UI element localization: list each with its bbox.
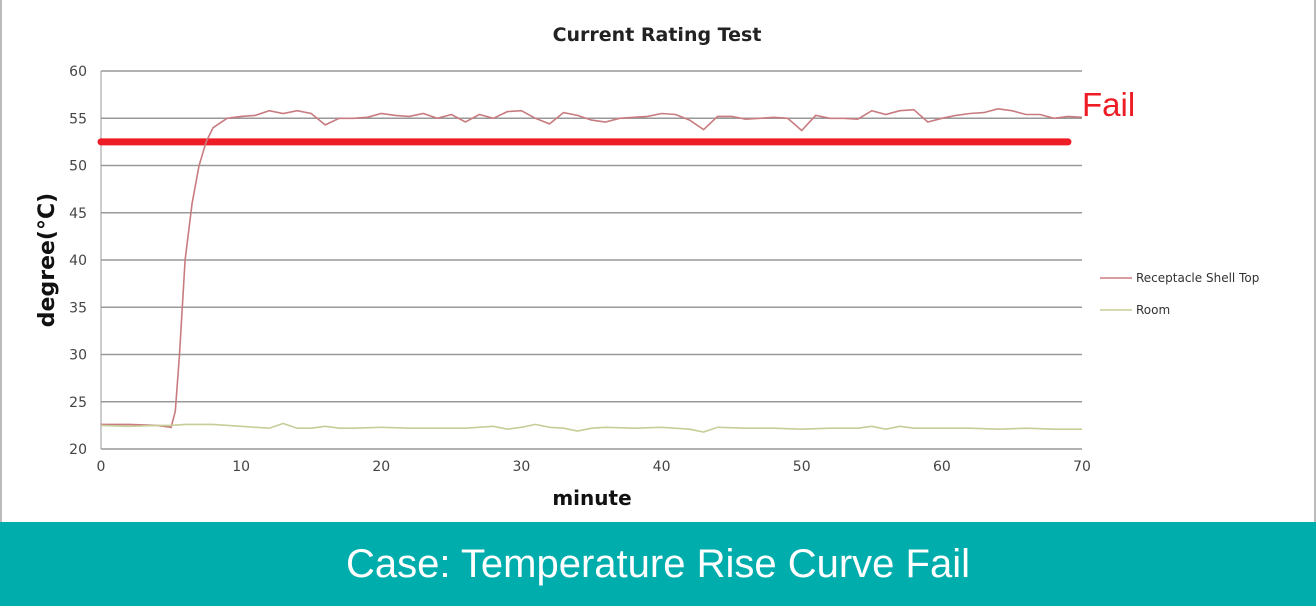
x-tick-label: 20 (372, 459, 390, 475)
y-tick-label: 50 (69, 159, 87, 175)
fail-label: Fail (1082, 86, 1135, 123)
y-tick-label: 30 (69, 348, 87, 364)
y-tick-label: 40 (69, 253, 87, 269)
series-line-room (100, 422, 1082, 433)
x-tick-label: 60 (933, 459, 951, 475)
y-tick-label: 55 (69, 111, 87, 127)
legend-label: Room (1136, 303, 1170, 317)
legend-label: Receptacle Shell Top (1136, 271, 1259, 285)
x-tick-label: 30 (513, 459, 531, 475)
y-tick-label: 25 (69, 395, 87, 411)
y-tick-label: 60 (69, 64, 87, 80)
y-tick-label: 45 (69, 206, 87, 222)
caption-banner: Case: Temperature Rise Curve Fail (0, 522, 1316, 606)
y-axis-label: degree(°C) (35, 193, 60, 327)
x-tick-label: 10 (232, 459, 250, 475)
chart-title: Current Rating Test (553, 24, 762, 46)
y-tick-label: 35 (69, 300, 87, 316)
x-tick-label: 0 (97, 459, 106, 475)
chart-frame: Current Rating Test minute degree(°C) Fa… (0, 0, 1316, 522)
x-axis-label: minute (552, 486, 631, 510)
series-line-receptacle-shell-top (101, 107, 1083, 429)
x-tick-label: 70 (1073, 459, 1091, 475)
y-tick-label: 20 (69, 442, 87, 458)
x-tick-label: 40 (653, 459, 671, 475)
x-tick-label: 50 (793, 459, 811, 475)
line-chart: Current Rating Test minute degree(°C) Fa… (35, 24, 1259, 510)
